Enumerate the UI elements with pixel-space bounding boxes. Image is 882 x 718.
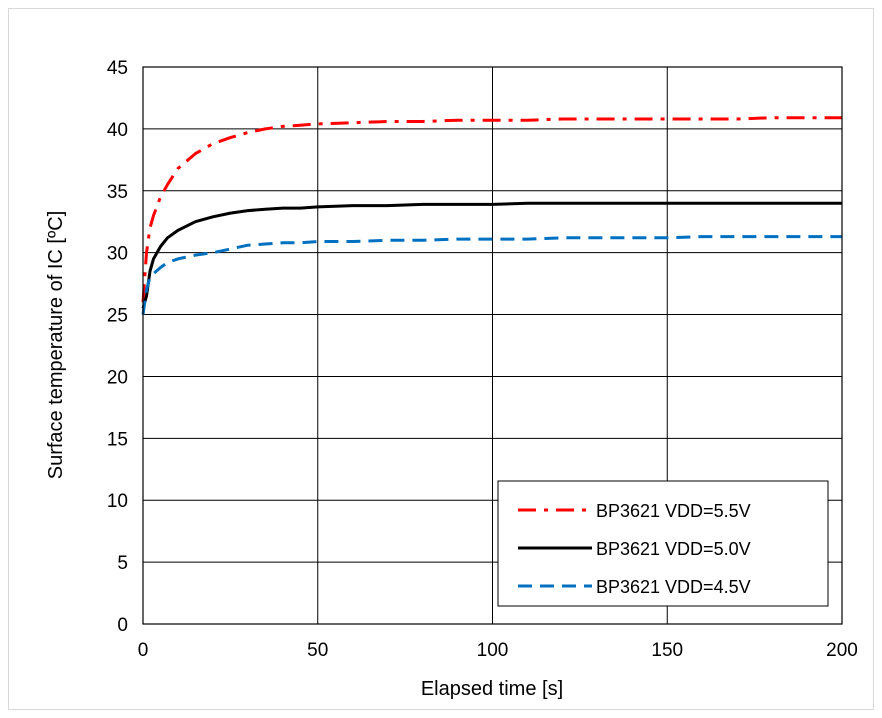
y-tick-label: 20 — [107, 367, 128, 388]
legend-label-1: BP3621 VDD=5.5V — [596, 501, 751, 521]
legend-label-3: BP3621 VDD=4.5V — [596, 577, 751, 597]
x-tick-label: 50 — [307, 640, 328, 661]
y-tick-label: 5 — [117, 553, 128, 574]
series-line-1 — [141, 116, 842, 303]
y-tick-label: 35 — [107, 182, 128, 203]
plot-area-border — [142, 66, 843, 625]
y-tick-label: 40 — [107, 120, 128, 141]
x-tick-label: 0 — [138, 640, 149, 661]
y-tick-label: 30 — [107, 244, 128, 265]
series-line-2 — [141, 201, 842, 309]
y-tick-labels: 0 5 10 15 20 25 30 35 40 45 — [107, 58, 128, 636]
y-tick-label: 0 — [117, 615, 128, 636]
y-tick-label: 15 — [107, 429, 128, 450]
x-axis-label: Elapsed time [s] — [421, 678, 563, 700]
y-tick-label: 10 — [107, 491, 128, 512]
y-tick-label: 25 — [107, 306, 128, 327]
x-tick-label: 150 — [651, 640, 683, 661]
series-line-3 — [141, 235, 842, 315]
series-layer — [141, 116, 842, 315]
legend-label-2: BP3621 VDD=5.0V — [596, 539, 751, 559]
legend-items: BP3621 VDD=5.5V BP3621 VDD=5.0V BP3621 VDD… — [518, 501, 751, 597]
legend: BP3621 VDD=5.5V BP3621 VDD=5.0V BP3621 VDD… — [497, 480, 829, 607]
y-axis-label: Surface temperature of IC [ºC] — [45, 211, 67, 480]
x-tick-label: 200 — [826, 640, 858, 661]
x-tick-label: 100 — [477, 640, 509, 661]
y-tick-label: 45 — [107, 58, 128, 79]
x-tick-labels: 0 50 100 150 200 — [138, 640, 858, 661]
